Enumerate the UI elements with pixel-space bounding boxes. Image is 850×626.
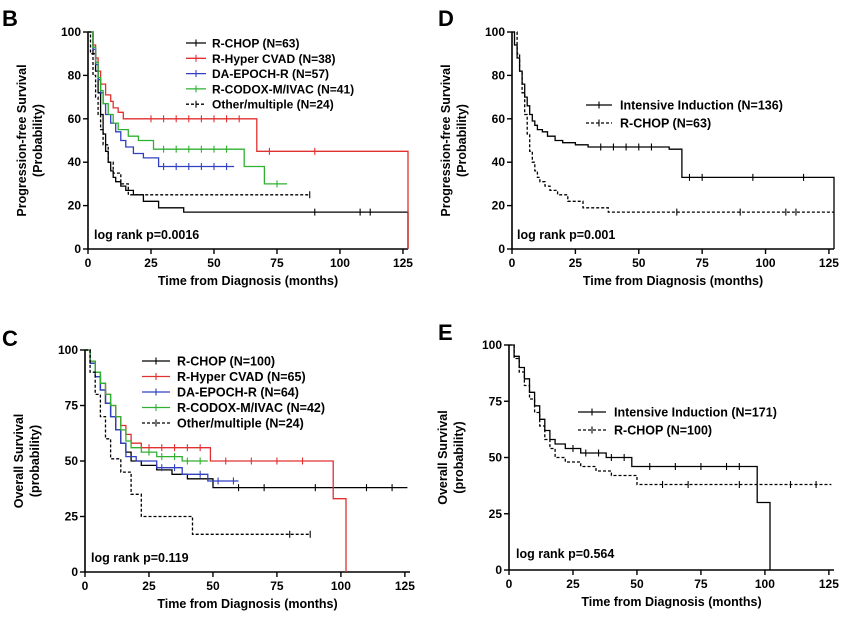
y-tick-label: 20	[492, 199, 506, 213]
y-axis-label: Overall Survival	[436, 410, 450, 505]
y-tick-label: 75	[489, 394, 503, 408]
x-tick-label: 0	[82, 579, 89, 593]
x-axis-label: Time from Diagnosis (months)	[158, 274, 338, 288]
y-tick-label: 60	[68, 112, 82, 126]
chart-panel-b: B 0 20 40 60 80 100 0 25 50 75 100 125 Time from Diag…	[2, 6, 413, 288]
panel-letter: C	[2, 326, 18, 351]
y-tick-label: 0	[74, 242, 81, 256]
legend-label: R-CODOX-M/IVAC (N=42)	[177, 401, 325, 415]
x-tick-label: 75	[694, 577, 708, 591]
y-axis-label: (probability)	[28, 425, 42, 497]
series-line-4	[85, 349, 311, 535]
legend-label: DA-EPOCH-R (N=64)	[177, 386, 299, 400]
legend-label: Intensive Induction (N=136)	[620, 99, 783, 113]
y-tick-label: 0	[495, 563, 502, 577]
y-tick-label: 25	[489, 507, 503, 521]
x-tick-label: 75	[270, 579, 284, 593]
x-tick-label: 75	[270, 256, 284, 270]
x-tick-label: 50	[206, 579, 220, 593]
y-tick-label: 100	[482, 338, 502, 352]
series-line-0	[88, 31, 409, 249]
legend-label: Other/multiple (N=24)	[212, 98, 334, 112]
y-tick-label: 100	[61, 25, 81, 39]
legend-label: DA-EPOCH-R (N=57)	[212, 67, 329, 81]
series-line-2	[85, 349, 239, 482]
x-axis-label: Time from Diagnosis (months)	[581, 595, 761, 609]
y-tick-label: 25	[65, 510, 79, 524]
legend-label: R-Hyper CVAD (N=38)	[212, 52, 335, 66]
legend-label: Intensive Induction (N=171)	[614, 406, 777, 420]
x-axis-label: Time from Diagnosis (months)	[583, 274, 763, 288]
y-axis-label: Progression-free Survival	[15, 64, 29, 216]
y-tick-label: 80	[68, 68, 82, 82]
x-tick-label: 75	[695, 256, 709, 270]
y-tick-label: 50	[489, 451, 503, 465]
x-tick-label: 50	[632, 256, 646, 270]
series-line-1	[509, 344, 832, 486]
x-tick-label: 0	[85, 256, 92, 270]
chart-panel-d: D 0 20 40 60 80 100 0 25 50 75 100 125 Time from Diag…	[438, 6, 839, 288]
series-line-3	[88, 31, 288, 185]
legend-label: R-CODOX-M/IVAC (N=41)	[212, 82, 354, 96]
chart-panel-e: E 0 25 50 75 100 0 25 50 75 100 125 Time from Diagno…	[436, 320, 839, 609]
y-tick-label: 40	[68, 155, 82, 169]
y-axis-label: Overall Survival	[12, 414, 26, 509]
y-tick-label: 40	[492, 155, 506, 169]
x-tick-label: 125	[819, 577, 839, 591]
legend-label: R-CHOP (N=100)	[614, 424, 712, 438]
panel-letter: E	[438, 320, 453, 345]
y-tick-label: 0	[498, 242, 505, 256]
y-axis-label: (probability)	[452, 421, 466, 493]
legend-label: R-Hyper CVAD (N=65)	[177, 370, 306, 384]
x-axis-label: Time from Diagnosis (months)	[157, 597, 337, 611]
x-tick-label: 25	[569, 256, 583, 270]
y-tick-label: 80	[492, 68, 506, 82]
x-tick-label: 100	[330, 256, 350, 270]
series-line-1	[512, 31, 834, 213]
legend-label: R-CHOP (N=63)	[620, 117, 711, 131]
log-rank-annotation: log rank p=0.564	[516, 547, 614, 561]
series-line-0	[509, 344, 771, 570]
x-tick-label: 50	[207, 256, 221, 270]
series-line-0	[512, 31, 835, 249]
legend-label: R-CHOP (N=63)	[212, 37, 299, 51]
x-tick-label: 0	[506, 577, 513, 591]
y-tick-label: 100	[58, 343, 78, 357]
x-tick-label: 50	[630, 577, 644, 591]
y-axis-label: Progression-free Survival	[439, 64, 453, 216]
y-tick-label: 20	[68, 199, 82, 213]
panel-letter: B	[2, 6, 18, 31]
panel-letter: D	[438, 6, 454, 31]
x-tick-label: 25	[566, 577, 580, 591]
series-line-3	[85, 349, 208, 462]
x-tick-label: 125	[395, 579, 415, 593]
series-line-2	[88, 31, 235, 168]
x-tick-label: 100	[756, 256, 776, 270]
x-tick-label: 125	[393, 256, 413, 270]
y-tick-label: 75	[65, 399, 79, 413]
legend-label: R-CHOP (N=100)	[177, 355, 275, 369]
y-tick-label: 50	[65, 454, 79, 468]
log-rank-annotation: log rank p=0.0016	[94, 228, 199, 242]
legend-label: Other/multiple (N=24)	[177, 417, 304, 431]
series-line-4	[88, 31, 310, 196]
log-rank-annotation: log rank p=0.001	[517, 228, 615, 242]
x-tick-label: 100	[755, 577, 775, 591]
y-tick-label: 0	[71, 565, 78, 579]
log-rank-annotation: log rank p=0.119	[91, 551, 189, 565]
y-axis-label: (Probability)	[31, 104, 45, 177]
y-tick-label: 60	[492, 112, 506, 126]
chart-panel-c: C 0 25 50 75 100 0 25 50 75 100 125 Time from Diagno…	[2, 326, 415, 611]
x-tick-label: 25	[142, 579, 156, 593]
x-tick-label: 125	[819, 256, 839, 270]
x-tick-label: 25	[144, 256, 158, 270]
y-axis-label: (Probability)	[455, 104, 469, 177]
x-tick-label: 0	[509, 256, 516, 270]
y-tick-label: 100	[485, 25, 505, 39]
x-tick-label: 100	[331, 579, 351, 593]
